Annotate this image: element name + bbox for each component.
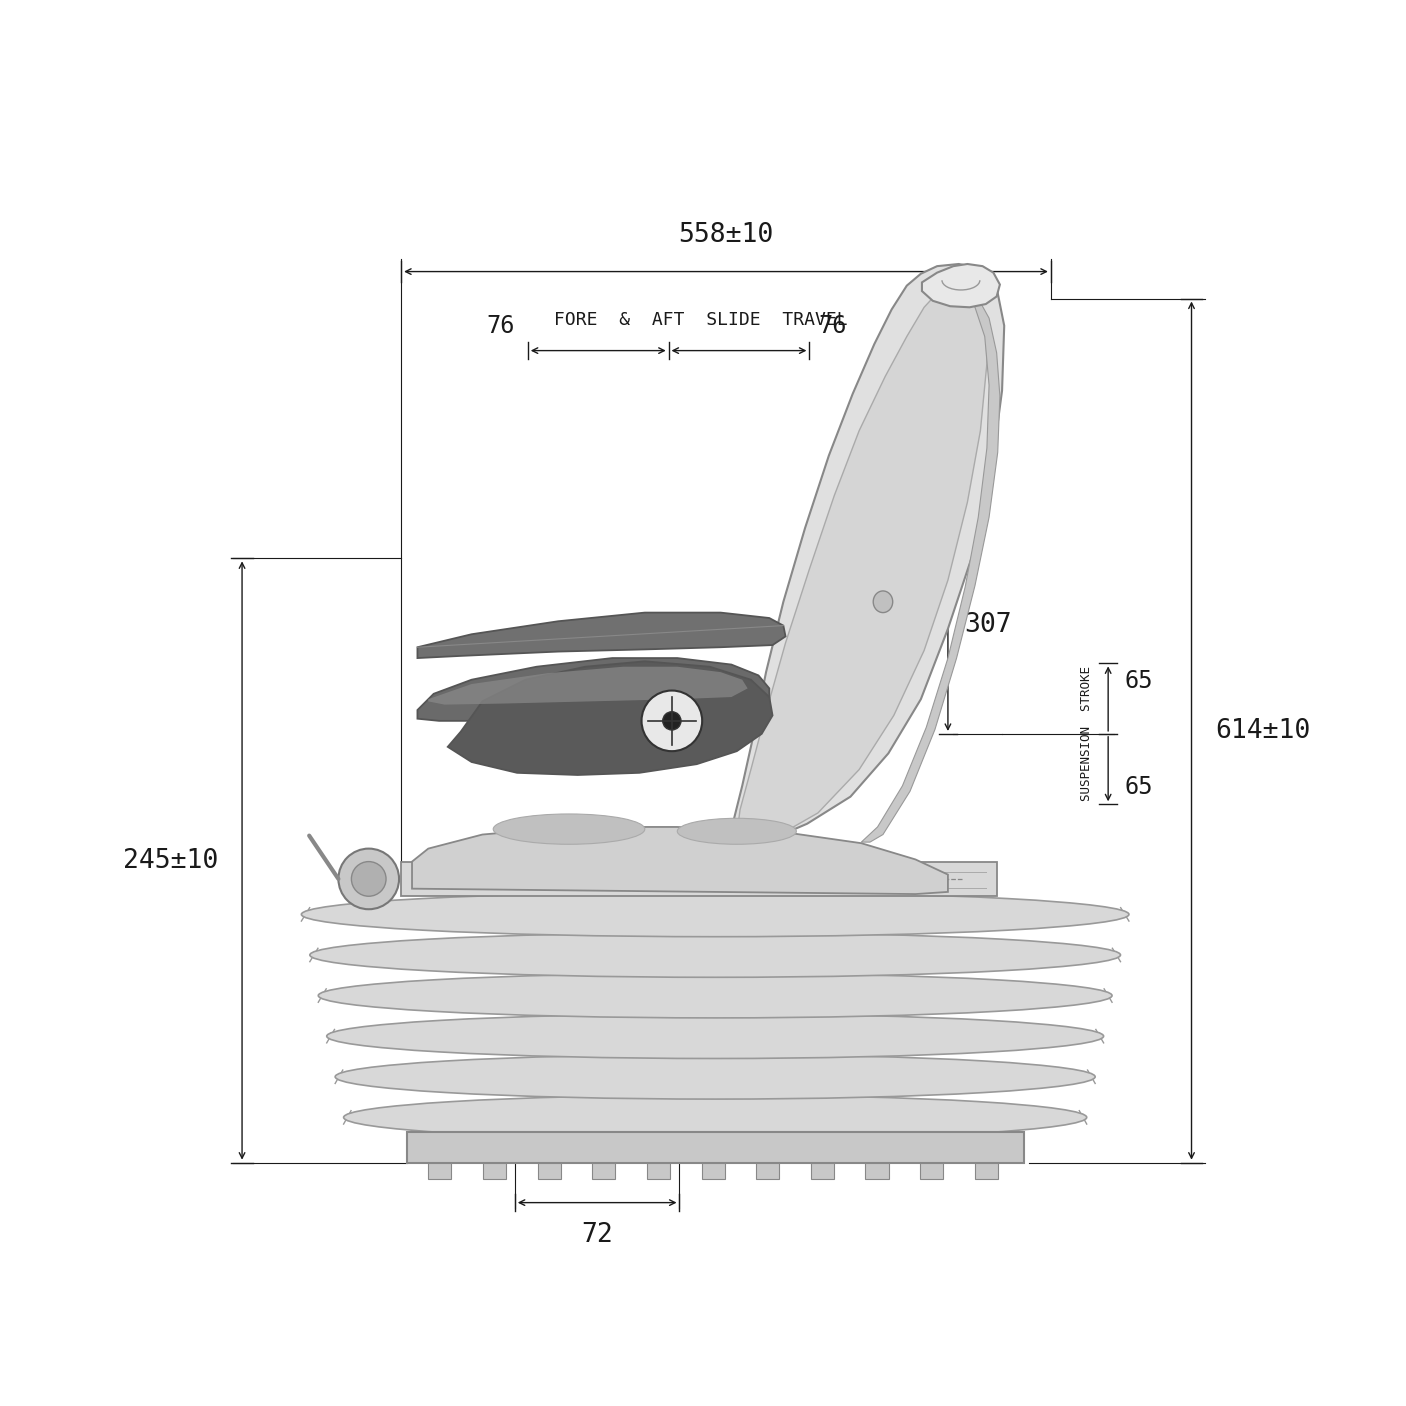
Text: 65: 65 [1125, 669, 1153, 693]
Bar [866, 1163, 889, 1178]
Ellipse shape [873, 591, 893, 613]
Bar [647, 1163, 671, 1178]
Ellipse shape [301, 891, 1129, 936]
Ellipse shape [335, 1054, 1095, 1099]
Polygon shape [429, 666, 748, 704]
Bar [482, 1163, 506, 1178]
Text: 558±10: 558±10 [678, 222, 773, 247]
Polygon shape [862, 297, 1000, 842]
Circle shape [641, 690, 702, 751]
Polygon shape [731, 264, 1004, 842]
Polygon shape [418, 613, 786, 658]
Polygon shape [447, 661, 772, 775]
Circle shape [711, 870, 730, 887]
Ellipse shape [326, 1014, 1104, 1059]
Bar [429, 1163, 451, 1178]
Ellipse shape [494, 814, 645, 844]
Bar [592, 1163, 616, 1178]
Circle shape [352, 862, 387, 896]
Polygon shape [922, 264, 1000, 308]
Ellipse shape [343, 1095, 1087, 1140]
Ellipse shape [451, 876, 471, 887]
Ellipse shape [645, 876, 665, 887]
Circle shape [787, 870, 806, 887]
Bar [756, 1163, 779, 1178]
Ellipse shape [318, 973, 1112, 1018]
Circle shape [863, 870, 880, 887]
Text: 307: 307 [965, 612, 1012, 637]
Ellipse shape [841, 876, 860, 887]
Text: 76: 76 [818, 314, 846, 337]
Circle shape [626, 870, 643, 887]
Ellipse shape [309, 932, 1121, 977]
Circle shape [550, 870, 567, 887]
Polygon shape [418, 658, 769, 721]
Text: 72: 72 [581, 1222, 613, 1249]
Text: 76: 76 [486, 314, 515, 337]
Ellipse shape [678, 818, 796, 844]
Ellipse shape [905, 876, 925, 887]
Bar [537, 1163, 561, 1178]
Circle shape [662, 711, 681, 730]
Text: 245±10: 245±10 [122, 848, 218, 873]
Bar [920, 1163, 943, 1178]
Text: SUSPENSION  STROKE: SUSPENSION STROKE [1080, 666, 1092, 801]
Bar [974, 1163, 998, 1178]
Bar [406, 1132, 1024, 1163]
Text: 65: 65 [1125, 775, 1153, 799]
Bar [811, 1163, 834, 1178]
Polygon shape [737, 290, 987, 835]
Circle shape [339, 849, 399, 910]
Text: FORE  &  AFT  SLIDE  TRAVEL: FORE & AFT SLIDE TRAVEL [554, 311, 848, 329]
Polygon shape [412, 827, 948, 894]
Text: 614±10: 614±10 [1215, 717, 1310, 744]
Bar [702, 1163, 724, 1178]
Bar [401, 862, 997, 896]
